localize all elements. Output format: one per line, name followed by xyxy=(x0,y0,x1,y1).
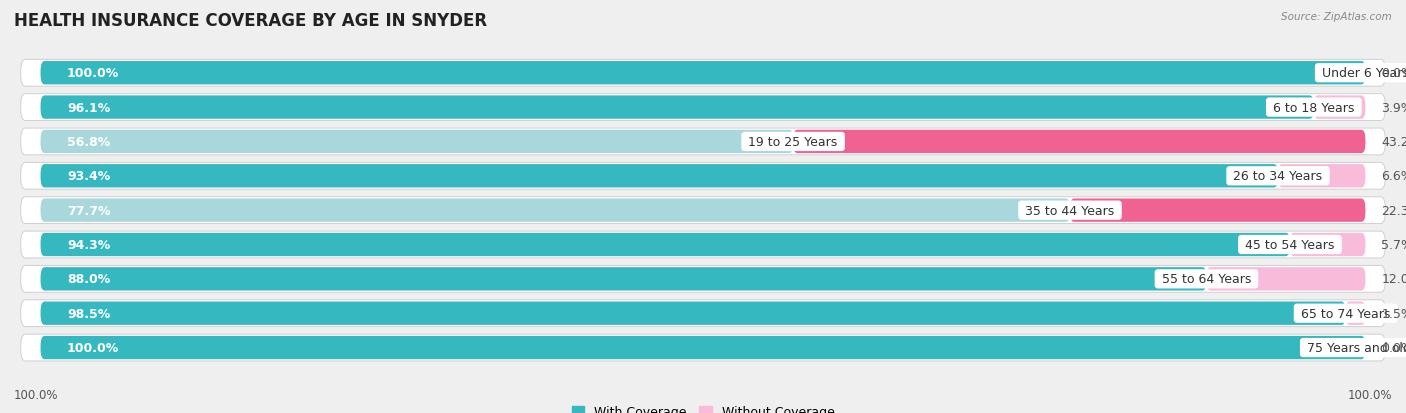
FancyBboxPatch shape xyxy=(41,268,1206,291)
Text: 77.7%: 77.7% xyxy=(67,204,111,217)
FancyBboxPatch shape xyxy=(793,131,1365,154)
Text: 26 to 34 Years: 26 to 34 Years xyxy=(1229,170,1327,183)
FancyBboxPatch shape xyxy=(41,302,1346,325)
FancyBboxPatch shape xyxy=(1289,233,1365,256)
Text: Under 6 Years: Under 6 Years xyxy=(1317,67,1406,80)
FancyBboxPatch shape xyxy=(21,129,1385,155)
Text: 94.3%: 94.3% xyxy=(67,238,110,252)
Text: 56.8%: 56.8% xyxy=(67,135,110,149)
Text: 65 to 74 Years: 65 to 74 Years xyxy=(1296,307,1395,320)
FancyBboxPatch shape xyxy=(1346,302,1365,325)
FancyBboxPatch shape xyxy=(41,165,1278,188)
Text: 19 to 25 Years: 19 to 25 Years xyxy=(744,135,842,149)
Text: 1.5%: 1.5% xyxy=(1381,307,1406,320)
Text: 98.5%: 98.5% xyxy=(67,307,110,320)
Text: 45 to 54 Years: 45 to 54 Years xyxy=(1241,238,1339,252)
FancyBboxPatch shape xyxy=(41,233,1289,256)
FancyBboxPatch shape xyxy=(21,335,1385,361)
Text: HEALTH INSURANCE COVERAGE BY AGE IN SNYDER: HEALTH INSURANCE COVERAGE BY AGE IN SNYD… xyxy=(14,12,488,30)
FancyBboxPatch shape xyxy=(41,199,1070,222)
Text: 96.1%: 96.1% xyxy=(67,101,110,114)
Text: 22.3%: 22.3% xyxy=(1381,204,1406,217)
FancyBboxPatch shape xyxy=(21,95,1385,121)
FancyBboxPatch shape xyxy=(1278,165,1365,188)
Text: 75 Years and older: 75 Years and older xyxy=(1303,341,1406,354)
FancyBboxPatch shape xyxy=(21,266,1385,292)
Text: 43.2%: 43.2% xyxy=(1381,135,1406,149)
Text: 88.0%: 88.0% xyxy=(67,273,110,286)
Text: 12.0%: 12.0% xyxy=(1381,273,1406,286)
FancyBboxPatch shape xyxy=(21,232,1385,258)
Text: 35 to 44 Years: 35 to 44 Years xyxy=(1021,204,1119,217)
FancyBboxPatch shape xyxy=(41,62,1365,85)
FancyBboxPatch shape xyxy=(1313,96,1365,119)
FancyBboxPatch shape xyxy=(21,197,1385,224)
Text: 3.9%: 3.9% xyxy=(1381,101,1406,114)
FancyBboxPatch shape xyxy=(21,163,1385,190)
FancyBboxPatch shape xyxy=(1070,199,1365,222)
FancyBboxPatch shape xyxy=(41,96,1313,119)
Text: 100.0%: 100.0% xyxy=(67,341,120,354)
Legend: With Coverage, Without Coverage: With Coverage, Without Coverage xyxy=(567,401,839,413)
FancyBboxPatch shape xyxy=(41,336,1365,359)
FancyBboxPatch shape xyxy=(21,300,1385,327)
Text: 6.6%: 6.6% xyxy=(1381,170,1406,183)
FancyBboxPatch shape xyxy=(41,131,793,154)
FancyBboxPatch shape xyxy=(21,60,1385,87)
Text: 0.0%: 0.0% xyxy=(1381,341,1406,354)
FancyBboxPatch shape xyxy=(1206,268,1365,291)
Text: 0.0%: 0.0% xyxy=(1381,67,1406,80)
Text: 93.4%: 93.4% xyxy=(67,170,110,183)
Text: 55 to 64 Years: 55 to 64 Years xyxy=(1157,273,1256,286)
Text: 100.0%: 100.0% xyxy=(1347,388,1392,401)
Text: 100.0%: 100.0% xyxy=(14,388,59,401)
Text: 100.0%: 100.0% xyxy=(67,67,120,80)
Text: 6 to 18 Years: 6 to 18 Years xyxy=(1270,101,1358,114)
Text: Source: ZipAtlas.com: Source: ZipAtlas.com xyxy=(1281,12,1392,22)
Text: 5.7%: 5.7% xyxy=(1381,238,1406,252)
